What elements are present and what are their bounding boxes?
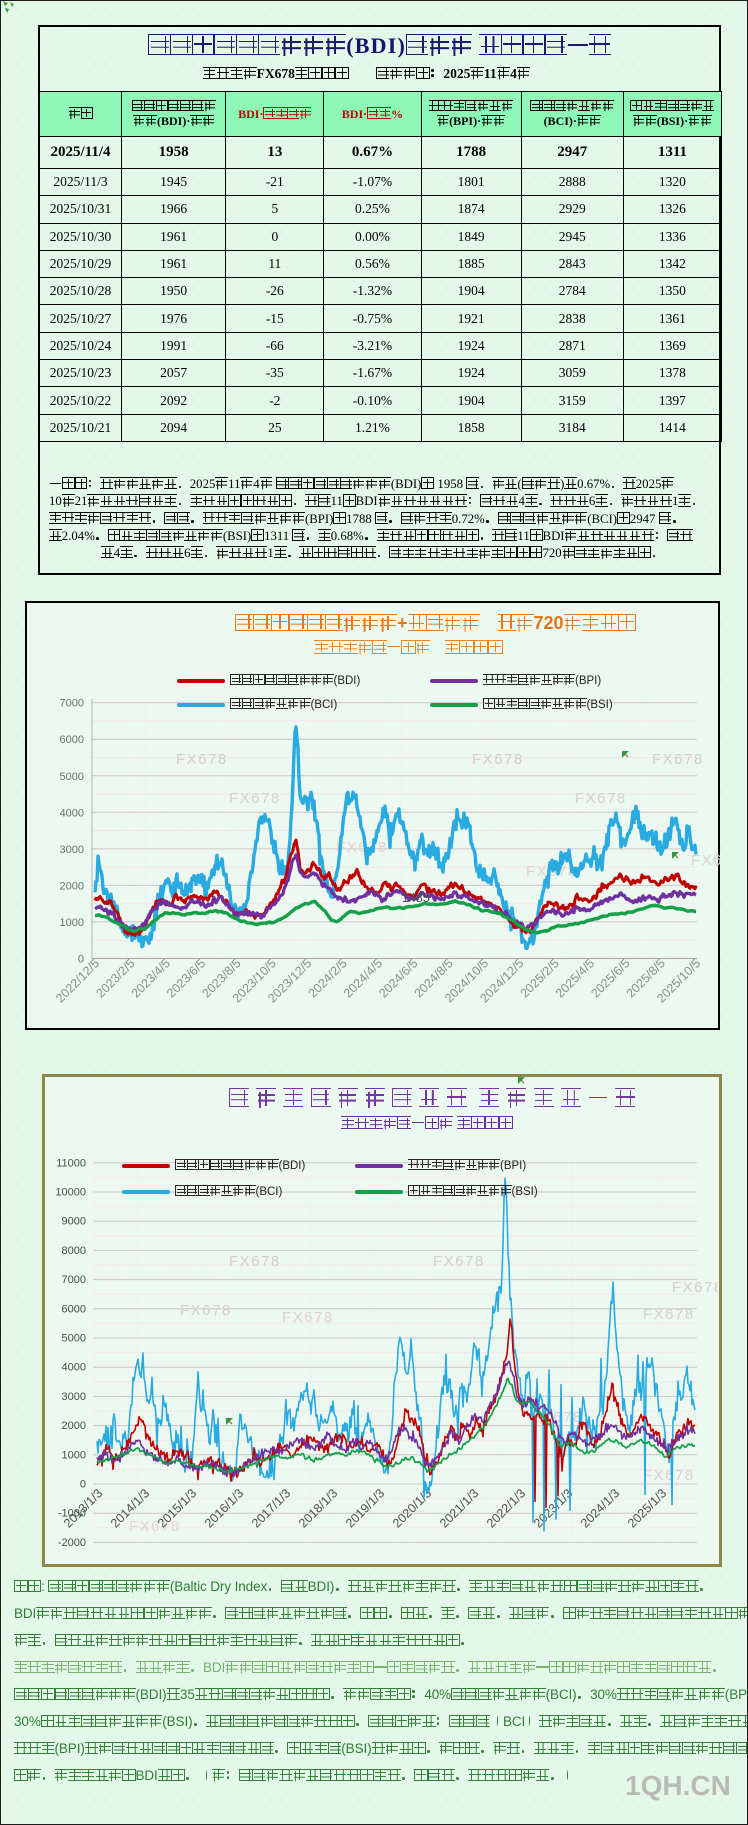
- svg-text:1000: 1000: [60, 917, 84, 929]
- svg-text:FX678: FX678: [229, 790, 281, 807]
- svg-text:0: 0: [78, 954, 84, 966]
- svg-text:3000: 3000: [62, 1391, 86, 1403]
- svg-text:8000: 8000: [62, 1245, 86, 1257]
- svg-text:6000: 6000: [62, 1303, 86, 1315]
- svg-text:5000: 5000: [60, 771, 84, 783]
- svg-text:4000: 4000: [62, 1362, 86, 1374]
- svg-text:3000: 3000: [60, 844, 84, 856]
- svg-text:5000: 5000: [62, 1333, 86, 1345]
- svg-text:FX678: FX678: [176, 751, 228, 768]
- svg-text:7000: 7000: [62, 1274, 86, 1286]
- svg-text:FX678: FX678: [652, 751, 704, 768]
- svg-text:-1000: -1000: [58, 1508, 86, 1520]
- svg-text:10000: 10000: [55, 1187, 86, 1199]
- svg-text:FX678: FX678: [526, 863, 578, 880]
- svg-text:FX678: FX678: [129, 1518, 181, 1535]
- svg-text:FX678: FX678: [433, 1253, 485, 1270]
- svg-text:2025/1/3: 2025/1/3: [625, 1486, 669, 1530]
- svg-text:FX678: FX678: [643, 1467, 695, 1484]
- svg-text:7000: 7000: [60, 698, 84, 710]
- svg-text:6000: 6000: [60, 734, 84, 746]
- svg-text:FX678: FX678: [691, 852, 720, 869]
- svg-text:11000: 11000: [56, 1157, 86, 1169]
- svg-text:FX678: FX678: [643, 1306, 695, 1323]
- svg-text:2017/1/3: 2017/1/3: [249, 1486, 293, 1530]
- svg-text:1000: 1000: [62, 1449, 86, 1461]
- svg-text:FX678: FX678: [180, 1302, 232, 1319]
- svg-text:2000: 2000: [60, 880, 84, 892]
- svg-text:FX678: FX678: [575, 790, 627, 807]
- svg-text:FX678: FX678: [472, 751, 524, 768]
- svg-text:1485: 1485: [402, 891, 430, 905]
- svg-text:FX678: FX678: [229, 1253, 281, 1270]
- svg-text:FX678: FX678: [672, 1279, 718, 1296]
- svg-text:0: 0: [80, 1479, 86, 1491]
- svg-text:4000: 4000: [60, 807, 84, 819]
- svg-text:9000: 9000: [62, 1216, 86, 1228]
- svg-text:FX678: FX678: [336, 839, 388, 856]
- svg-text:-2000: -2000: [58, 1537, 86, 1549]
- svg-text:FX678: FX678: [282, 1309, 334, 1326]
- svg-text:2000: 2000: [62, 1420, 86, 1432]
- svg-text:2022/1/3: 2022/1/3: [484, 1486, 528, 1530]
